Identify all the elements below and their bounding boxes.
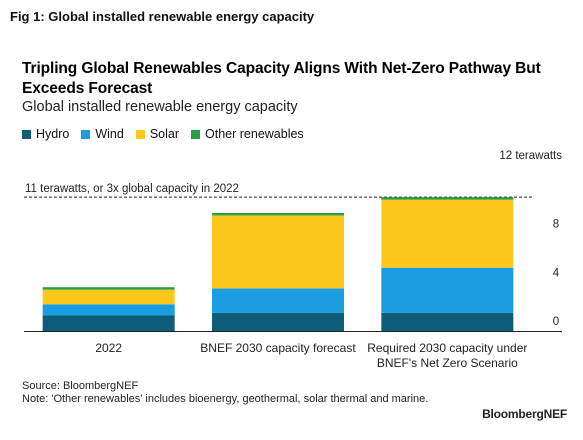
bar-segment-solar <box>212 215 344 289</box>
bloombergnef-logo: BloombergNEF <box>482 407 567 421</box>
figure-label: Fig 1: Global installed renewable energy… <box>10 9 315 24</box>
legend-swatch-hydro <box>22 129 31 139</box>
bar-segment-wind <box>42 304 175 316</box>
bar-segment-hydro <box>42 315 175 331</box>
bar-segment-solar <box>42 289 175 305</box>
bar-segment-other-renewables <box>381 197 514 200</box>
category-label: BNEF's Net Zero Scenario <box>377 356 518 370</box>
category-label: BNEF 2030 capacity forecast <box>200 341 356 355</box>
source-text: Source: BloombergNEF <box>22 380 139 392</box>
bar-segment-hydro <box>212 312 344 331</box>
stacked-bar-chart: 0 4 8 12 terawatts 11 terawatts, or 3x globa… <box>24 150 562 370</box>
legend-item-solar: Solar <box>135 127 180 141</box>
legend-label-wind: Wind <box>95 127 124 141</box>
y-tick-label: 12 terawatts <box>499 150 562 162</box>
legend-swatch-solar <box>135 129 145 139</box>
bar-segment-wind <box>381 267 514 313</box>
chart-legend: Hydro Wind Solar Other renewables <box>22 127 304 141</box>
source-note: Source: BloombergNEF Note: 'Other renewa… <box>22 380 442 406</box>
note-text: Note: 'Other renewables' includes bioene… <box>22 393 429 405</box>
category-label: Required 2030 capacity under <box>367 341 527 355</box>
legend-item-wind: Wind <box>81 127 124 141</box>
bar-segment-hydro <box>381 312 514 331</box>
legend-item-hydro: Hydro <box>22 127 69 141</box>
legend-item-other-renewables: Other renewables <box>191 127 304 141</box>
legend-label-other-renewables: Other renewables <box>205 127 304 141</box>
bar-segment-other-renewables <box>42 287 175 290</box>
y-tick-label: 4 <box>553 267 560 279</box>
legend-label-hydro: Hydro <box>36 127 70 141</box>
y-tick-label: 0 <box>553 316 559 328</box>
chart-title: Tripling Global Renewables Capacity Alig… <box>22 60 541 97</box>
y-tick-label: 8 <box>553 219 559 231</box>
chart-subtitle: Global installed renewable energy capaci… <box>22 99 298 115</box>
bar-segment-wind <box>212 288 344 313</box>
reference-line-label: 11 terawatts, or 3x global capacity in 2… <box>25 183 239 195</box>
legend-label-solar: Solar <box>149 127 180 141</box>
legend-swatch-other-renewables <box>191 129 201 139</box>
bar-segment-other-renewables <box>212 212 344 216</box>
bar-segment-solar <box>381 199 514 268</box>
legend-swatch-wind <box>81 129 91 139</box>
category-label: 2022 <box>95 341 122 355</box>
